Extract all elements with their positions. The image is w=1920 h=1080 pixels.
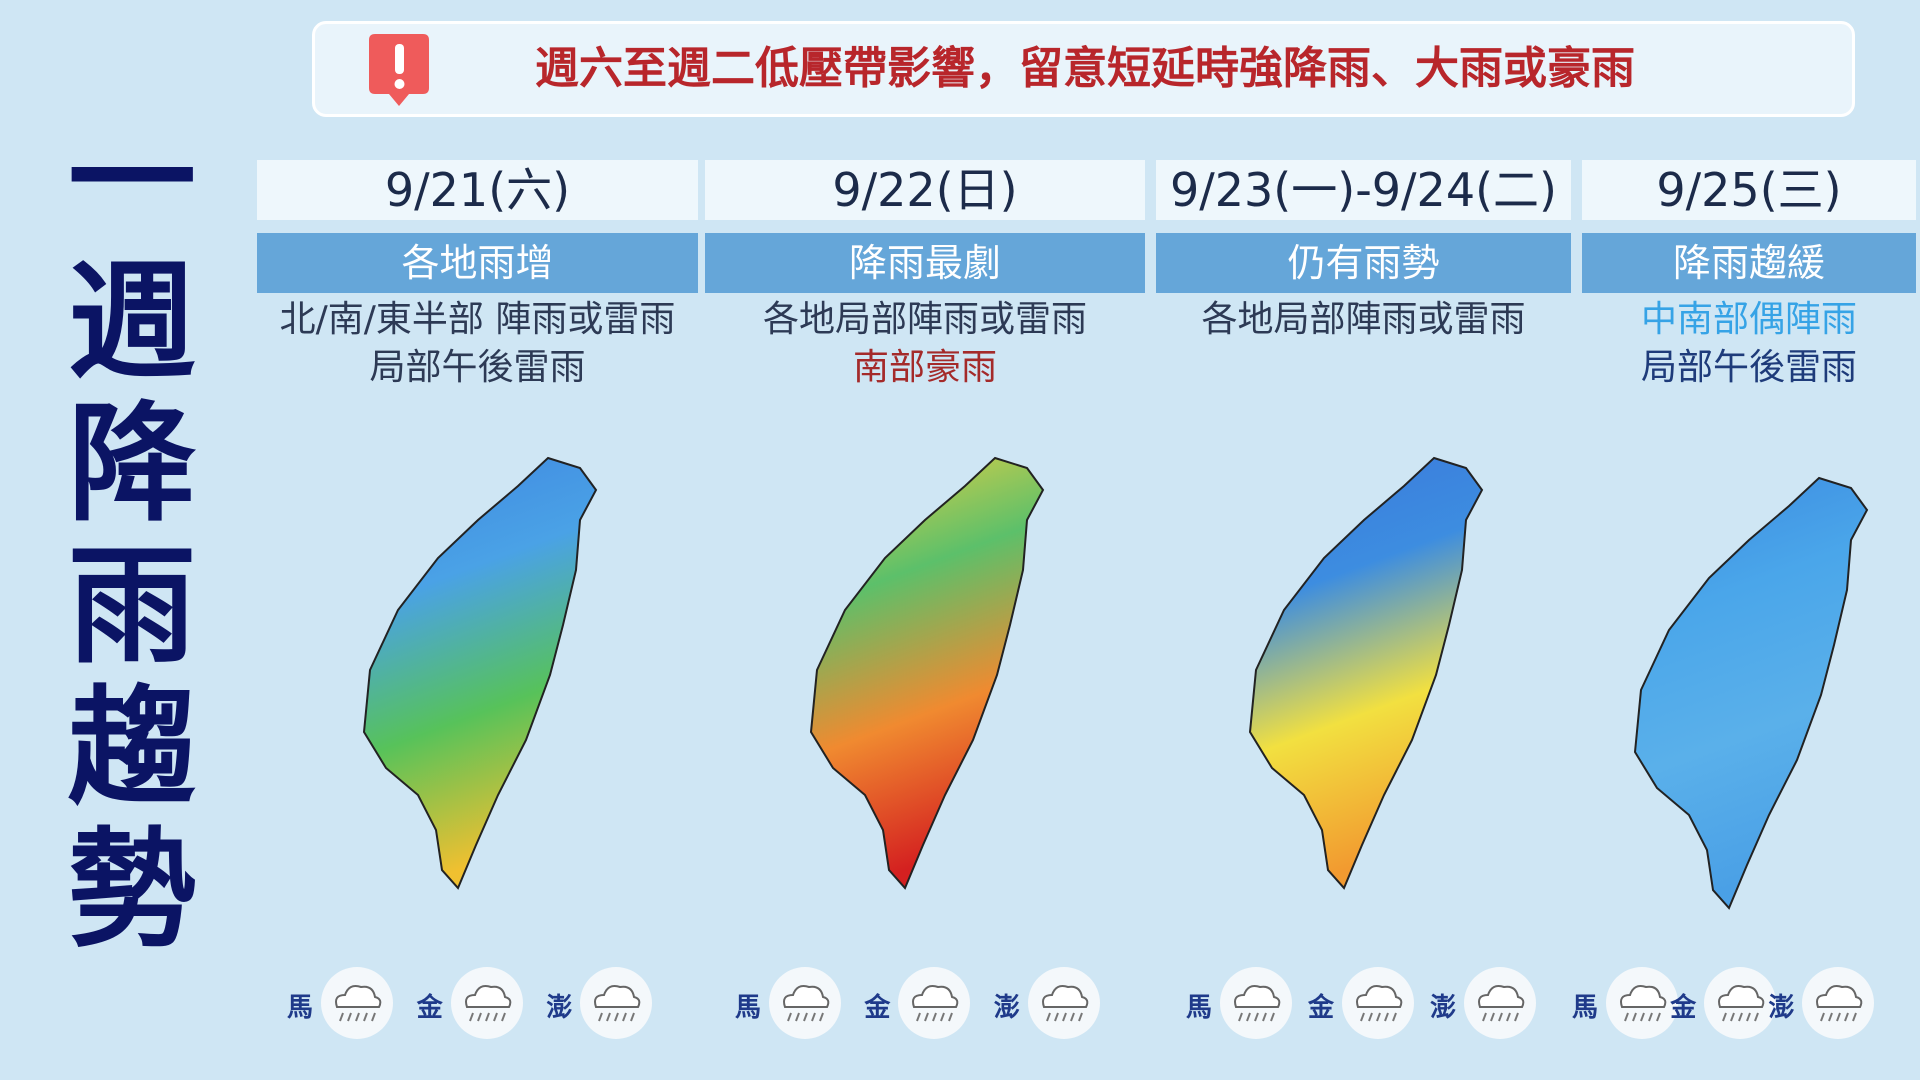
rain-icon [580,967,653,1039]
panel-line: 各地局部陣雨或雷雨 [762,299,1087,340]
alert-banner: 週六至週二低壓帶影響，留意短延時強降雨、大雨或豪雨 [312,21,1855,117]
panel-line: 局部午後雷雨 [1640,347,1857,388]
alert-icon [369,34,429,106]
rain-icon [769,967,841,1039]
alert-text: 週六至週二低壓帶影響，留意短延時強降雨、大雨或豪雨 [535,43,1635,94]
island-label: 澎 [1768,993,1795,1023]
panel-summary: 降雨趨緩 [1582,233,1916,293]
panel-summary: 各地雨增 [257,233,698,293]
island-label: 金 [416,993,443,1023]
panel-summary: 仍有雨勢 [1156,233,1571,293]
rain-map [1248,456,1483,890]
island-label: 金 [1670,993,1697,1023]
panel-line: 中南部偶陣雨 [1640,299,1857,340]
island-label: 金 [1308,993,1335,1023]
panel-date: 9/21(六) [257,160,698,220]
page-title: 一週降雨趨勢 [67,106,196,965]
rain-map [362,456,597,890]
rain-icon [1342,967,1415,1039]
rain-icon [321,967,393,1039]
rain-icon [1220,967,1292,1039]
panel-summary: 降雨最劇 [705,233,1145,293]
island-label: 澎 [546,993,573,1023]
island-label: 澎 [1430,993,1457,1023]
panel-line: 南部豪雨 [852,347,997,388]
rain-icon [450,967,523,1039]
panel-date: 9/23(一)-9/24(二) [1156,160,1571,220]
panel-line: 各地局部陣雨或雷雨 [1201,299,1526,340]
panel-date: 9/22(日) [705,160,1145,220]
rain-icon [1606,967,1678,1039]
rain-icon [1802,967,1875,1039]
rain-map [809,456,1045,890]
island-label: 馬 [735,993,762,1023]
panel-line: 局部午後雷雨 [369,347,586,388]
rain-map [1633,476,1869,910]
panel-line: 北/南/東半部 陣雨或雷雨 [279,299,676,340]
island-label: 澎 [993,993,1020,1023]
rain-icon [1704,967,1777,1039]
island-label: 馬 [287,993,314,1023]
rain-icon [1464,967,1537,1039]
rain-icon [898,967,971,1039]
island-label: 馬 [1572,993,1599,1023]
rain-icon [1027,967,1100,1039]
panel-date: 9/25(三) [1582,160,1916,220]
island-label: 馬 [1186,993,1213,1023]
island-label: 金 [864,993,891,1023]
